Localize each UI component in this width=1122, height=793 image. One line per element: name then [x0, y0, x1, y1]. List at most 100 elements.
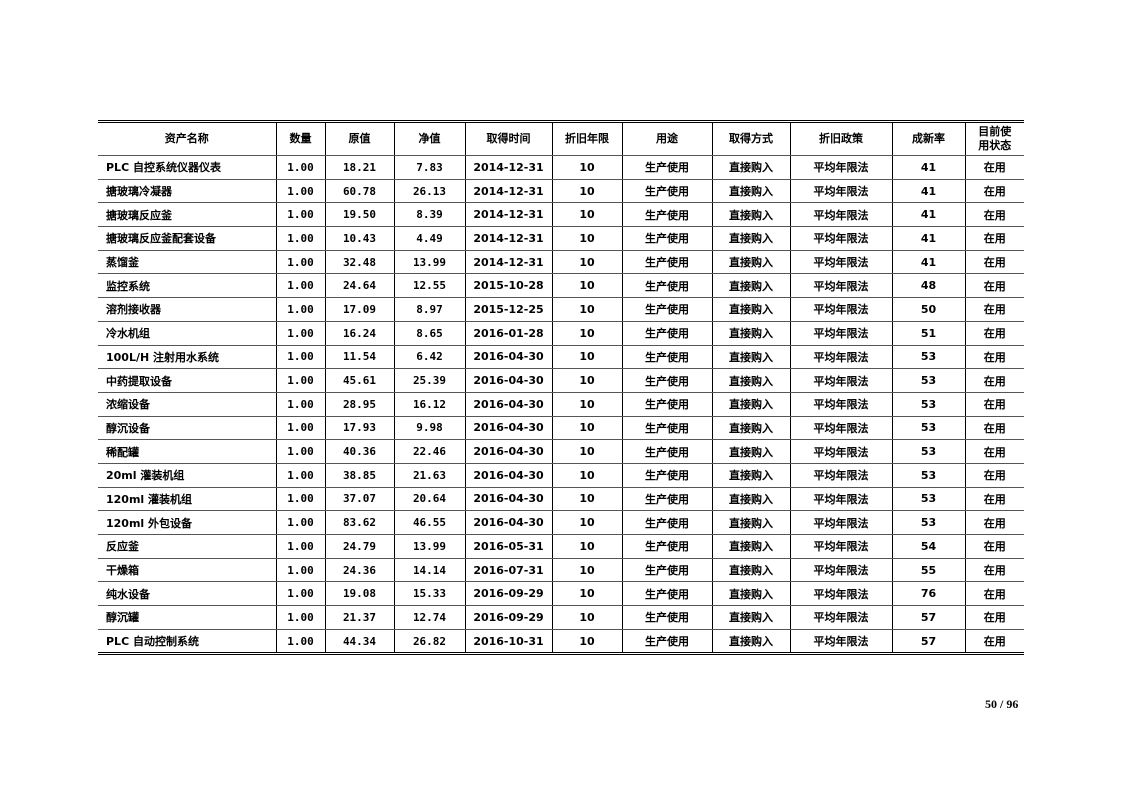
cell-original-value: 24.79: [324, 534, 395, 559]
cell-depreciation-policy: 平均年限法: [789, 416, 893, 441]
cell-acquired-date: 2014-12-31: [464, 250, 553, 275]
cell-asset-name: 120ml 灌装机组: [98, 487, 277, 512]
cell-status: 在用: [964, 345, 1024, 370]
cell-depreciation-policy: 平均年限法: [789, 605, 893, 630]
cell-usage: 生产使用: [621, 179, 713, 204]
cell-net-value: 13.99: [393, 534, 466, 559]
cell-quantity: 1.00: [275, 558, 326, 583]
page-number: 50 / 96: [985, 697, 1019, 711]
cell-depreciation-policy: 平均年限法: [789, 510, 893, 535]
cell-acquired-date: 2015-10-28: [464, 273, 553, 299]
cell-asset-name: 中药提取设备: [98, 368, 277, 393]
cell-original-value: 24.36: [324, 558, 395, 583]
cell-usage: 生产使用: [621, 345, 713, 370]
cell-quantity: 1.00: [275, 605, 326, 630]
cell-acquired-date: 2014-12-31: [464, 155, 553, 180]
cell-quantity: 1.00: [275, 463, 326, 488]
cell-net-value: 14.14: [393, 558, 466, 583]
cell-asset-name: 干燥箱: [98, 558, 277, 583]
cell-quantity: 1.00: [275, 581, 326, 607]
cell-depreciation-years: 10: [551, 273, 623, 299]
cell-quantity: 1.00: [275, 392, 326, 417]
cell-acquisition-method: 直接购入: [711, 416, 791, 441]
cell-status: 在用: [964, 558, 1024, 583]
cell-depreciation-years: 10: [551, 629, 623, 654]
cell-status: 在用: [964, 510, 1024, 535]
cell-depreciation-policy: 平均年限法: [789, 368, 893, 393]
cell-quantity: 1.00: [275, 345, 326, 370]
cell-quantity: 1.00: [275, 155, 326, 180]
cell-acquisition-method: 直接购入: [711, 439, 791, 464]
cell-asset-name: 搪玻璃反应釜配套设备: [98, 226, 277, 251]
cell-original-value: 10.43: [324, 226, 395, 251]
cell-acquired-date: 2016-04-30: [464, 416, 553, 441]
cell-newness-rate: 41: [891, 155, 966, 180]
cell-newness-rate: 55: [891, 558, 966, 583]
cell-acquired-date: 2016-04-30: [464, 439, 553, 464]
cell-usage: 生产使用: [621, 226, 713, 251]
cell-asset-name: 溶剂接收器: [98, 297, 277, 322]
cell-quantity: 1.00: [275, 202, 326, 228]
cell-depreciation-years: 10: [551, 368, 623, 393]
cell-net-value: 8.65: [393, 321, 466, 346]
cell-status: 在用: [964, 463, 1024, 488]
table-header-row: 资产名称 数量 原值 净值 取得时间 折旧年限 用途 取得方式 折旧政策 成新率 目前使用状态: [98, 121, 1024, 156]
cell-acquired-date: 2016-04-30: [464, 463, 553, 488]
cell-net-value: 26.82: [393, 629, 466, 654]
cell-asset-name: 浓缩设备: [98, 392, 277, 417]
header-net-value: 净值: [393, 121, 466, 156]
cell-asset-name: 搪玻璃冷凝器: [98, 179, 277, 204]
cell-acquired-date: 2014-12-31: [464, 226, 553, 251]
cell-quantity: 1.00: [275, 368, 326, 393]
cell-usage: 生产使用: [621, 368, 713, 393]
cell-depreciation-years: 10: [551, 534, 623, 559]
header-acquired-date: 取得时间: [464, 121, 553, 156]
cell-newness-rate: 53: [891, 439, 966, 464]
cell-net-value: 9.98: [393, 416, 466, 441]
cell-usage: 生产使用: [621, 629, 713, 654]
cell-depreciation-years: 10: [551, 605, 623, 630]
cell-acquisition-method: 直接购入: [711, 463, 791, 488]
cell-net-value: 26.13: [393, 179, 466, 204]
cell-acquired-date: 2016-04-30: [464, 487, 553, 512]
cell-status: 在用: [964, 439, 1024, 464]
cell-acquired-date: 2015-12-25: [464, 297, 553, 322]
cell-net-value: 4.49: [393, 226, 466, 251]
cell-depreciation-years: 10: [551, 321, 623, 346]
cell-original-value: 38.85: [324, 463, 395, 488]
cell-acquired-date: 2016-04-30: [464, 392, 553, 417]
cell-depreciation-policy: 平均年限法: [789, 392, 893, 417]
cell-status: 在用: [964, 179, 1024, 204]
cell-acquired-date: 2016-04-30: [464, 510, 553, 535]
cell-net-value: 6.42: [393, 345, 466, 370]
cell-depreciation-policy: 平均年限法: [789, 345, 893, 370]
cell-usage: 生产使用: [621, 250, 713, 275]
cell-net-value: 8.39: [393, 202, 466, 228]
asset-table: 资产名称 数量 原值 净值 取得时间 折旧年限 用途 取得方式 折旧政策 成新率 目前使用状态 PL…: [98, 120, 1024, 656]
cell-quantity: 1.00: [275, 416, 326, 441]
cell-asset-name: 稀配罐: [98, 439, 277, 464]
cell-asset-name: PLC 自控系统仪器仪表: [98, 155, 277, 180]
cell-net-value: 13.99: [393, 250, 466, 275]
cell-asset-name: 蒸馏釜: [98, 250, 277, 275]
cell-usage: 生产使用: [621, 273, 713, 299]
cell-acquired-date: 2014-12-31: [464, 202, 553, 228]
cell-newness-rate: 54: [891, 534, 966, 559]
cell-depreciation-years: 10: [551, 392, 623, 417]
header-depreciation-years: 折旧年限: [551, 121, 623, 156]
cell-status: 在用: [964, 226, 1024, 251]
cell-acquisition-method: 直接购入: [711, 605, 791, 630]
cell-asset-name: 100L/H 注射用水系统: [98, 345, 277, 370]
cell-quantity: 1.00: [275, 510, 326, 535]
table-row: 20ml 灌装机组 1.00 38.85 21.63 2016-04-30 10 生产使用直…: [98, 463, 1024, 488]
cell-original-value: 16.24: [324, 321, 395, 346]
cell-status: 在用: [964, 202, 1024, 228]
cell-acquired-date: 2016-09-29: [464, 605, 553, 630]
cell-acquired-date: 2016-01-28: [464, 321, 553, 346]
cell-original-value: 19.08: [324, 581, 395, 607]
cell-status: 在用: [964, 155, 1024, 180]
cell-quantity: 1.00: [275, 321, 326, 346]
cell-depreciation-years: 10: [551, 439, 623, 464]
cell-net-value: 8.97: [393, 297, 466, 322]
cell-depreciation-policy: 平均年限法: [789, 321, 893, 346]
